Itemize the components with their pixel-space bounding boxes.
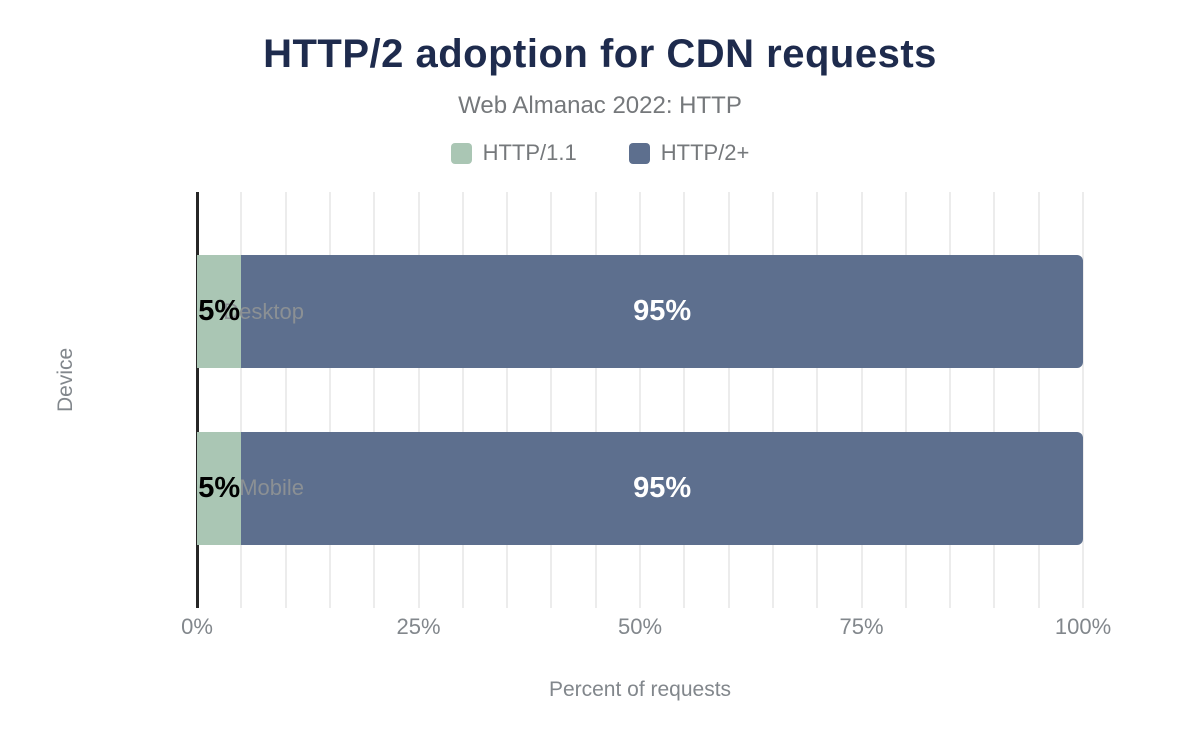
bar-row: 5% 95% (197, 431, 1083, 545)
gridline (550, 192, 553, 608)
bar-segment: 5% (197, 431, 242, 545)
legend: HTTP/1.1 HTTP/2+ (0, 140, 1200, 166)
gridline (860, 192, 863, 608)
bar-segment: 95% (241, 431, 1083, 545)
gridline (639, 192, 641, 608)
gridline (727, 192, 730, 608)
gridline (816, 192, 819, 608)
bar-value-label: 95% (633, 471, 692, 504)
legend-swatch (450, 142, 472, 164)
x-tick-label: 75% (839, 614, 884, 639)
x-tick-label: 50% (617, 614, 663, 639)
legend-item: HTTP/1.1 (450, 140, 577, 166)
y-axis-title: Device (54, 347, 78, 412)
gridline (1037, 192, 1040, 608)
gridline (949, 192, 952, 608)
bar-row: 5% 95% (197, 255, 1083, 369)
bar-segment: 95% (241, 255, 1083, 369)
gridline (328, 192, 331, 608)
plot-area: 5% 95% 5% 95% (196, 192, 1084, 608)
gridline (461, 192, 464, 608)
x-axis-title: Percent of requests (548, 678, 732, 701)
gridline (904, 192, 907, 608)
x-tick-label: 25% (396, 614, 441, 639)
gridline (240, 192, 243, 608)
gridline (771, 192, 774, 608)
gridline (417, 192, 420, 608)
x-tick-label: 100% (1054, 614, 1112, 639)
bar-value-label: 95% (633, 295, 692, 328)
gridline (284, 192, 287, 608)
legend-item: HTTP/2+ (628, 140, 750, 166)
gridline (506, 192, 509, 608)
gridline (993, 192, 996, 608)
gridline (1082, 192, 1084, 608)
chart-subtitle: Web Almanac 2022: HTTP (458, 92, 742, 119)
bar-value-label: 5% (198, 471, 241, 504)
category-label: Mobile (239, 475, 304, 501)
legend-label: HTTP/1.1 (482, 140, 577, 165)
y-axis-line (196, 192, 199, 608)
gridline (373, 192, 376, 608)
bar-segment: 5% (197, 255, 242, 369)
legend-label: HTTP/2+ (660, 140, 750, 165)
gridline (683, 192, 686, 608)
gridline (594, 192, 597, 608)
category-label: Desktop (223, 298, 304, 324)
x-tick-label: 0% (181, 614, 213, 639)
chart-title: HTTP/2 adoption for CDN requests (263, 32, 937, 76)
legend-swatch (628, 142, 650, 164)
bar-value-label: 5% (198, 295, 241, 328)
